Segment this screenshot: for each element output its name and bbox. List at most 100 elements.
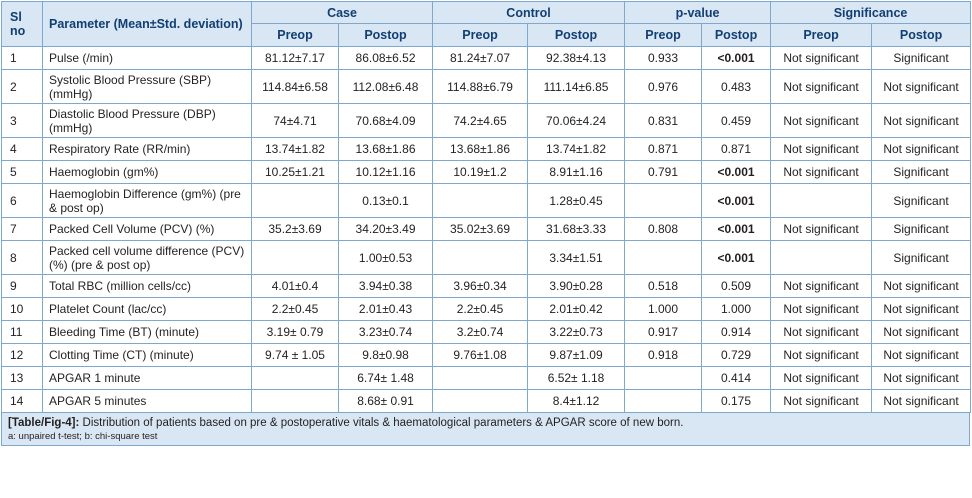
cell-sl-no: 12 bbox=[1, 343, 43, 367]
subheader-p-preop: Preop bbox=[624, 23, 703, 47]
cell-p-value-preop: 0.933 bbox=[624, 46, 703, 70]
cell-p-value-postop: <0.001 bbox=[701, 183, 772, 218]
cell-sl-no: 8 bbox=[1, 240, 43, 275]
cell-control-preop: 114.88±6.79 bbox=[432, 69, 529, 104]
table-caption: [Table/Fig-4]: Distribution of patients … bbox=[8, 416, 963, 431]
cell-control-postop: 3.22±0.73 bbox=[527, 320, 626, 344]
cell-control-preop: 10.19±1.2 bbox=[432, 160, 529, 184]
cell-significance-preop: Not significant bbox=[770, 103, 873, 138]
table-row: 13 APGAR 1 minute 6.74± 1.48 6.52± 1.18 0.41… bbox=[1, 366, 972, 390]
cell-p-value-postop: 0.414 bbox=[701, 366, 772, 390]
cell-p-value-preop: 0.976 bbox=[624, 69, 703, 104]
cell-sl-no: 11 bbox=[1, 320, 43, 344]
cell-case-postop: 10.12±1.16 bbox=[337, 160, 434, 184]
cell-significance-preop: Not significant bbox=[770, 137, 873, 161]
cell-significance-postop: Significant bbox=[871, 160, 972, 184]
cell-case-preop: 13.74±1.82 bbox=[251, 137, 339, 161]
cell-case-preop: 3.19± 0.79 bbox=[251, 320, 339, 344]
cell-p-value-preop: 0.831 bbox=[624, 103, 703, 138]
cell-case-postop: 112.08±6.48 bbox=[337, 69, 434, 104]
caption-label: [Table/Fig-4]: bbox=[8, 417, 80, 429]
cell-significance-preop: Not significant bbox=[770, 366, 873, 390]
data-table: Sl no Parameter (Mean±Std. deviation) Ca… bbox=[1, 1, 972, 413]
cell-control-preop: 3.96±0.34 bbox=[432, 274, 529, 298]
cell-parameter: Total RBC (million cells/cc) bbox=[42, 274, 252, 298]
cell-control-preop bbox=[432, 183, 529, 218]
cell-parameter: APGAR 1 minute bbox=[42, 366, 252, 390]
cell-parameter: Platelet Count (lac/cc) bbox=[42, 297, 252, 321]
cell-significance-preop bbox=[770, 183, 873, 218]
cell-sl-no: 10 bbox=[1, 297, 43, 321]
cell-control-preop bbox=[432, 366, 529, 390]
cell-case-postop: 70.68±4.09 bbox=[337, 103, 434, 138]
cell-control-postop: 9.87±1.09 bbox=[527, 343, 626, 367]
cell-p-value-preop: 0.518 bbox=[624, 274, 703, 298]
cell-significance-postop: Not significant bbox=[871, 366, 972, 390]
subheader-control-preop: Preop bbox=[432, 23, 529, 47]
cell-case-postop: 1.00±0.53 bbox=[337, 240, 434, 275]
cell-control-postop: 8.4±1.12 bbox=[527, 389, 626, 413]
subheader-case-postop: Postop bbox=[337, 23, 434, 47]
cell-p-value-postop: <0.001 bbox=[701, 46, 772, 70]
table-row: 10 Platelet Count (lac/cc) 2.2±0.45 2.01±0.… bbox=[1, 297, 972, 321]
cell-control-postop: 111.14±6.85 bbox=[527, 69, 626, 104]
cell-p-value-preop: 0.917 bbox=[624, 320, 703, 344]
cell-significance-preop: Not significant bbox=[770, 343, 873, 367]
subheader-case-preop: Preop bbox=[251, 23, 339, 47]
cell-parameter: Haemoglobin Difference (gm%) (pre & post… bbox=[42, 183, 252, 218]
cell-significance-postop: Not significant bbox=[871, 343, 972, 367]
cell-significance-preop: Not significant bbox=[770, 69, 873, 104]
table-row: 4 Respiratory Rate (RR/min) 13.74±1.82 13.6… bbox=[1, 137, 972, 161]
cell-case-preop: 10.25±1.21 bbox=[251, 160, 339, 184]
cell-case-preop: 81.12±7.17 bbox=[251, 46, 339, 70]
cell-significance-preop: Not significant bbox=[770, 274, 873, 298]
table-row: 3 Diastolic Blood Pressure (DBP) (mmHg) 74… bbox=[1, 103, 972, 138]
cell-p-value-postop: 0.459 bbox=[701, 103, 772, 138]
table-row: 14 APGAR 5 minutes 8.68± 0.91 8.4±1.12 0.175… bbox=[1, 389, 972, 413]
cell-control-postop: 13.74±1.82 bbox=[527, 137, 626, 161]
table-notes: a: unpaired t-test; b: chi-square test bbox=[8, 431, 158, 442]
cell-control-postop: 70.06±4.24 bbox=[527, 103, 626, 138]
cell-p-value-postop: 0.175 bbox=[701, 389, 772, 413]
header-group-significance: Significance bbox=[770, 1, 972, 24]
cell-sl-no: 14 bbox=[1, 389, 43, 413]
cell-p-value-preop: 0.808 bbox=[624, 217, 703, 241]
table-row: 5 Haemoglobin (gm%) 10.25±1.21 10.12±1.16 10… bbox=[1, 160, 972, 184]
cell-control-postop: 31.68±3.33 bbox=[527, 217, 626, 241]
subheader-p-postop: Postop bbox=[701, 23, 772, 47]
cell-sl-no: 1 bbox=[1, 46, 43, 70]
cell-case-postop: 86.08±6.52 bbox=[337, 46, 434, 70]
cell-p-value-preop: 0.791 bbox=[624, 160, 703, 184]
cell-control-preop bbox=[432, 240, 529, 275]
cell-case-preop: 74±4.71 bbox=[251, 103, 339, 138]
cell-control-preop: 81.24±7.07 bbox=[432, 46, 529, 70]
cell-significance-postop: Significant bbox=[871, 46, 972, 70]
cell-significance-postop: Significant bbox=[871, 217, 972, 241]
cell-p-value-postop: 0.914 bbox=[701, 320, 772, 344]
subheader-significance-postop: Postop bbox=[871, 23, 972, 47]
table-row: 7 Packed Cell Volume (PCV) (%) 35.2±3.69 34… bbox=[1, 217, 972, 241]
cell-parameter: Packed cell volume difference (PCV) (%) … bbox=[42, 240, 252, 275]
cell-sl-no: 4 bbox=[1, 137, 43, 161]
table-row: 9 Total RBC (million cells/cc) 4.01±0.4 3.9… bbox=[1, 274, 972, 298]
cell-p-value-preop bbox=[624, 183, 703, 218]
cell-case-postop: 8.68± 0.91 bbox=[337, 389, 434, 413]
cell-significance-postop: Not significant bbox=[871, 389, 972, 413]
cell-control-postop: 6.52± 1.18 bbox=[527, 366, 626, 390]
cell-control-postop: 3.90±0.28 bbox=[527, 274, 626, 298]
table-body: 1 Pulse (/min) 81.12±7.17 86.08±6.52 81.24±7… bbox=[1, 46, 972, 413]
subheader-significance-preop: Preop bbox=[770, 23, 873, 47]
cell-significance-postop: Significant bbox=[871, 183, 972, 218]
cell-significance-preop: Not significant bbox=[770, 320, 873, 344]
cell-parameter: Haemoglobin (gm%) bbox=[42, 160, 252, 184]
cell-control-postop: 3.34±1.51 bbox=[527, 240, 626, 275]
table-figure: Sl no Parameter (Mean±Std. deviation) Ca… bbox=[1, 1, 972, 446]
cell-sl-no: 3 bbox=[1, 103, 43, 138]
cell-control-preop: 9.76±1.08 bbox=[432, 343, 529, 367]
cell-case-postop: 34.20±3.49 bbox=[337, 217, 434, 241]
cell-case-postop: 2.01±0.43 bbox=[337, 297, 434, 321]
header-sl-no: Sl no bbox=[1, 1, 43, 47]
cell-p-value-preop bbox=[624, 366, 703, 390]
cell-sl-no: 2 bbox=[1, 69, 43, 104]
table-row: 11 Bleeding Time (BT) (minute) 3.19± 0.79 3… bbox=[1, 320, 972, 344]
